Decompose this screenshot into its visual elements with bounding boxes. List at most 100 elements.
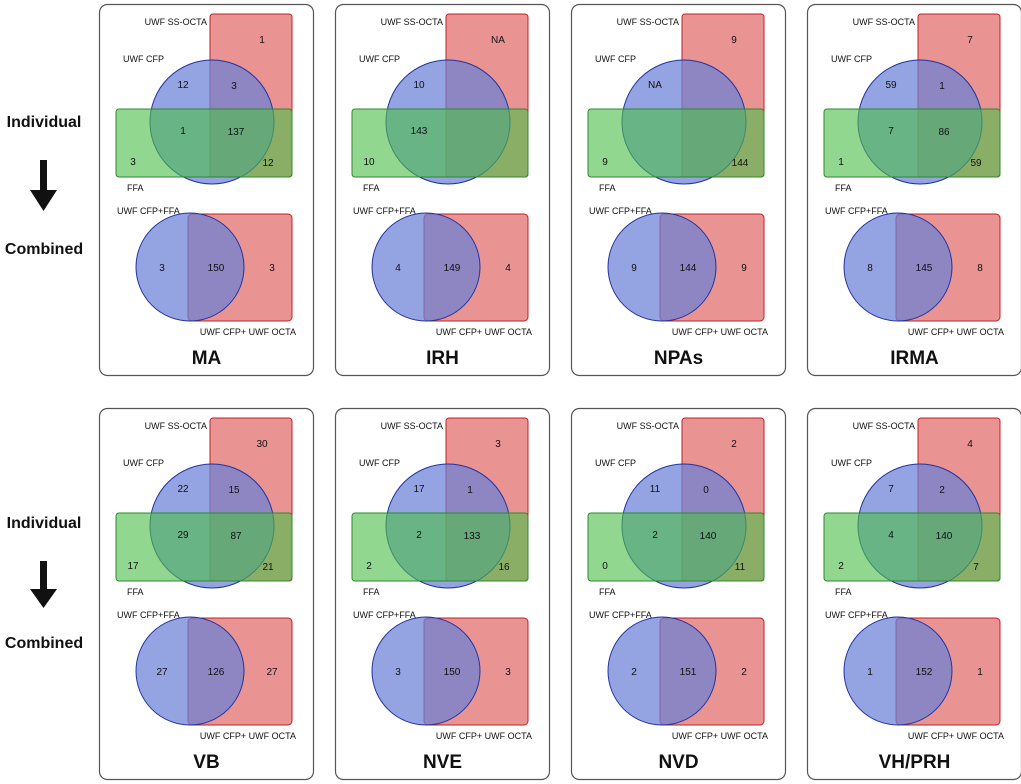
- region-all: 133: [464, 531, 481, 542]
- cfp-octa-label: UWF CFP+ UWF OCTA: [672, 731, 768, 741]
- combined-right-count: 8: [977, 263, 983, 274]
- cfp-label: UWF CFP: [123, 458, 164, 468]
- combined-middle-count: 150: [444, 667, 461, 678]
- region-ffa-octa: 144: [732, 158, 749, 169]
- region-cfp-ffa: 2: [652, 530, 658, 541]
- cfp-ffa-label: UWF CFP+FFA: [589, 610, 652, 620]
- combined-venn: UWF CFP+FFA UWF CFP+ UWF OCTA 27 126 27: [117, 610, 296, 741]
- cfp-ffa-set: [607, 212, 717, 322]
- individual-venn: UWF SS-OCTA UWF CFP FFA 9 NA 9 144: [587, 13, 765, 193]
- region-octa-only: 30: [256, 439, 268, 450]
- combined-middle-count: 151: [680, 667, 697, 678]
- combined-left-count: 3: [159, 263, 165, 274]
- region-ffa-octa: 7: [973, 562, 979, 573]
- region-ffa-only: 2: [366, 561, 372, 572]
- panel-title: VB: [193, 752, 219, 773]
- cfp-ffa-label: UWF CFP+FFA: [825, 206, 888, 216]
- individual-label: Individual: [7, 114, 82, 131]
- combined-label: Combined: [5, 635, 83, 652]
- octa-label: UWF SS-OCTA: [617, 421, 679, 431]
- cfp-label: UWF CFP: [359, 458, 400, 468]
- combined-right-count: 2: [741, 667, 747, 678]
- combined-left-count: 4: [395, 263, 401, 274]
- combined-right-count: 1: [977, 667, 983, 678]
- ffa-set: [823, 512, 1001, 582]
- cfp-ffa-set: [843, 212, 953, 322]
- octa-label: UWF SS-OCTA: [381, 421, 443, 431]
- panel-title: MA: [192, 348, 222, 369]
- cfp-octa-label: UWF CFP+ UWF OCTA: [200, 327, 296, 337]
- region-all: 87: [230, 531, 242, 542]
- combined-middle-count: 145: [916, 263, 933, 274]
- region-cfp-ffa: 29: [177, 530, 189, 541]
- cfp-ffa-label: UWF CFP+FFA: [589, 206, 652, 216]
- region-ffa-only: 10: [363, 157, 375, 168]
- panel-title: NVE: [423, 752, 462, 773]
- combined-left-count: 9: [631, 263, 637, 274]
- region-cfp-only: 22: [177, 484, 189, 495]
- region-cfp-octa: 3: [231, 81, 237, 92]
- cfp-ffa-label: UWF CFP+FFA: [825, 610, 888, 620]
- ffa-label: FFA: [835, 183, 852, 193]
- panel-title: VH/PRH: [879, 752, 951, 773]
- cfp-ffa-label: UWF CFP+FFA: [353, 610, 416, 620]
- region-ffa-only: 1: [838, 157, 844, 168]
- cfp-octa-label: UWF CFP+ UWF OCTA: [436, 731, 532, 741]
- combined-right-count: 9: [741, 263, 747, 274]
- combined-right-count: 3: [269, 263, 275, 274]
- ffa-set: [351, 512, 529, 582]
- region-cfp-only: 10: [413, 80, 425, 91]
- individual-venn: UWF SS-OCTA UWF CFP FFA 30 22 15 29 87 17 21: [115, 417, 293, 597]
- individual-label: Individual: [7, 515, 82, 532]
- ffa-label: FFA: [599, 183, 616, 193]
- region-cfp-only: NA: [648, 80, 662, 91]
- combined-left-count: 8: [867, 263, 873, 274]
- region-octa-only: 9: [731, 35, 737, 46]
- cfp-octa-label: UWF CFP+ UWF OCTA: [200, 731, 296, 741]
- down-arrow-icon: [30, 561, 57, 608]
- octa-label: UWF SS-OCTA: [617, 17, 679, 27]
- region-ffa-octa: 12: [262, 158, 274, 169]
- individual-venn: UWF SS-OCTA UWF CFP FFA 1 12 3 1 137 3 12: [115, 13, 293, 193]
- octa-label: UWF SS-OCTA: [145, 421, 207, 431]
- combined-right-count: 3: [505, 667, 511, 678]
- cfp-octa-label: UWF CFP+ UWF OCTA: [436, 327, 532, 337]
- combined-middle-count: 150: [208, 263, 225, 274]
- cfp-label: UWF CFP: [359, 54, 400, 64]
- cfp-octa-label: UWF CFP+ UWF OCTA: [908, 731, 1004, 741]
- region-cfp-ffa: 2: [416, 530, 422, 541]
- row-1-side: Individual Combined: [5, 114, 83, 258]
- cfp-ffa-set: [607, 616, 717, 726]
- region-ffa-octa: 16: [498, 562, 510, 573]
- combined-middle-count: 152: [916, 667, 933, 678]
- panel-nve: UWF SS-OCTA UWF CFP FFA 3 17 1 2 133 2 16 UWF CFP+…: [334, 407, 551, 781]
- ffa-label: FFA: [599, 587, 616, 597]
- panel-title: NVD: [658, 752, 698, 773]
- cfp-label: UWF CFP: [595, 458, 636, 468]
- combined-venn: UWF CFP+FFA UWF CFP+ UWF OCTA 3 150 3: [117, 206, 296, 337]
- combined-middle-count: 144: [680, 263, 697, 274]
- ffa-label: FFA: [363, 183, 380, 193]
- region-cfp-only: 12: [177, 80, 189, 91]
- panel-title: NPAs: [654, 348, 703, 369]
- region-octa-only: 7: [967, 35, 973, 46]
- region-ffa-only: 3: [130, 157, 136, 168]
- panel-title: IRH: [426, 348, 459, 369]
- octa-label: UWF SS-OCTA: [381, 17, 443, 27]
- combined-right-count: 4: [505, 263, 511, 274]
- panel-ma: UWF SS-OCTA UWF CFP FFA 1 12 3 1 137 3 12 UWF CFP+…: [98, 3, 315, 377]
- region-all: 140: [936, 531, 953, 542]
- region-cfp-octa: 15: [228, 485, 240, 496]
- region-ffa-octa: 11: [735, 562, 746, 573]
- region-octa-only: 3: [495, 439, 501, 450]
- ffa-set: [823, 108, 1001, 178]
- region-cfp-only: 59: [885, 80, 897, 91]
- region-ffa-only: 0: [602, 561, 608, 572]
- cfp-label: UWF CFP: [123, 54, 164, 64]
- region-ffa-only: 2: [838, 561, 844, 572]
- region-ffa-octa: 21: [262, 562, 274, 573]
- region-octa-only: NA: [491, 35, 505, 46]
- region-cfp-ffa: 7: [888, 126, 894, 137]
- individual-venn: UWF SS-OCTA UWF CFP FFA 7 59 1 7 86 1 59: [823, 13, 1001, 193]
